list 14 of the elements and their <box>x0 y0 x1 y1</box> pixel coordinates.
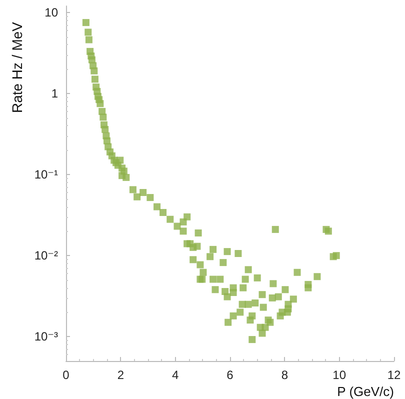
y-tick-label: 1 <box>51 86 58 100</box>
y-tick-label: 10⁻² <box>34 248 58 263</box>
y-tick-label: 10 <box>44 5 58 20</box>
y-axis-title: Rate Hz / MeV <box>9 21 25 114</box>
x-tick-label: 4 <box>172 368 179 382</box>
x-tick-label: 2 <box>117 368 124 382</box>
x-tick-label: 6 <box>226 368 234 382</box>
x-tick-label: 0 <box>62 368 70 382</box>
y-tick-label: 10⁻¹ <box>34 168 58 182</box>
x-tick-label: 12 <box>387 368 401 382</box>
y-tick-label: 10⁻³ <box>34 330 58 344</box>
x-tick-label: 8 <box>281 368 288 382</box>
x-axis-title: P (GeV/c) <box>337 384 394 399</box>
x-tick-label: 10 <box>332 368 346 382</box>
